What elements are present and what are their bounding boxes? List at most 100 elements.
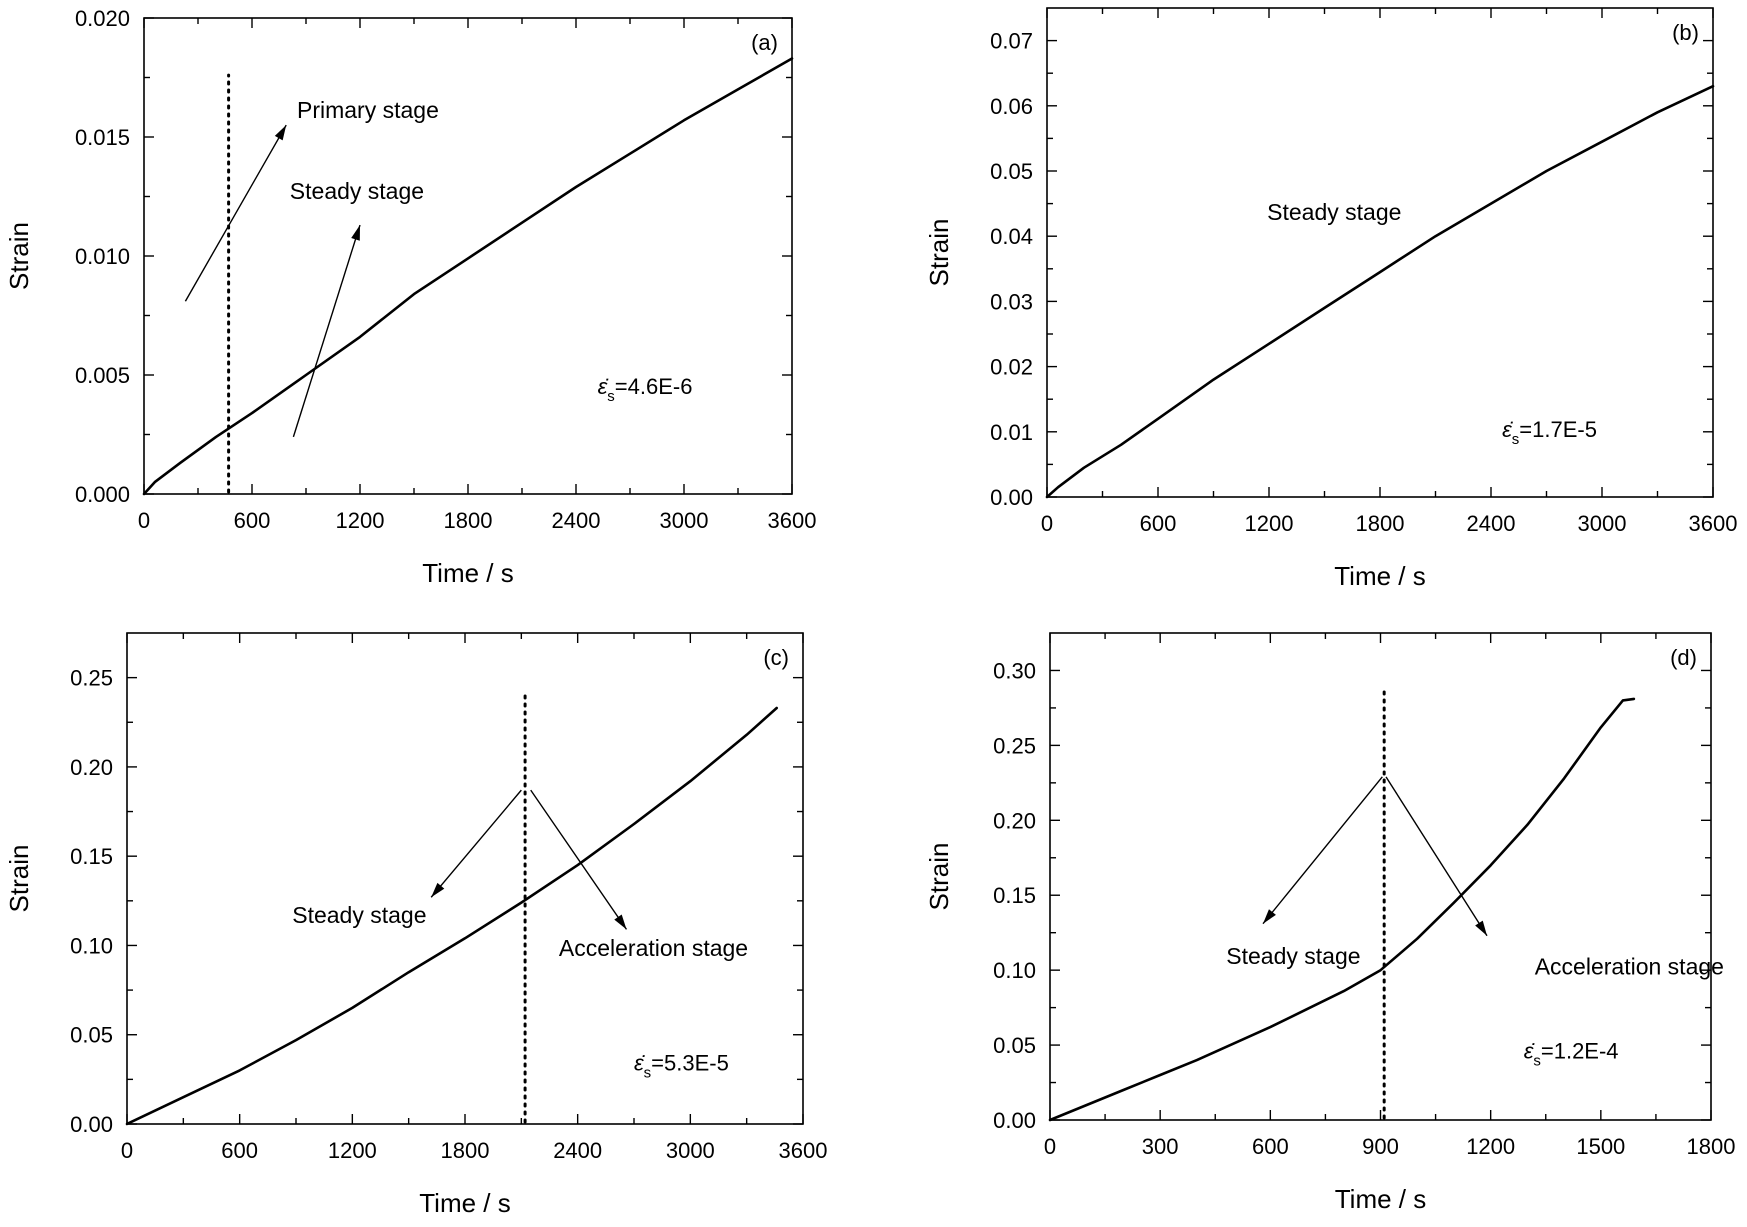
x-tick-label: 1200 <box>328 1138 377 1163</box>
y-tick-label: 0.015 <box>75 125 130 150</box>
strain-rate-value: =1.2E-4 <box>1541 1039 1619 1064</box>
panel-c: 0 600 1200 1800 2400 3000 3600 0.00 0.05 0.10 0.15… <box>4 632 828 1218</box>
strain-curve <box>1045 84 1715 499</box>
y-tick-label: 0.00 <box>993 1108 1036 1133</box>
x-tick-label: 1800 <box>1687 1134 1736 1159</box>
y-tick-label: 0.02 <box>990 355 1033 380</box>
y-tick-label: 0.06 <box>990 94 1033 119</box>
x-tick-label: 1200 <box>1466 1134 1515 1159</box>
y-tick-label: 0.020 <box>75 6 130 31</box>
strain-rate-subscript: s <box>644 1064 652 1081</box>
y-tick-label: 0.15 <box>993 883 1036 908</box>
x-tick-label: 0 <box>1041 511 1053 536</box>
arrow-head <box>614 914 627 930</box>
annotation-arrow <box>184 124 287 302</box>
strain-rate-symbol: ε̇ <box>598 374 610 399</box>
plot-frame <box>143 17 793 495</box>
panel-label: (a) <box>751 30 778 55</box>
x-tick-label: 0 <box>138 508 150 533</box>
y-axis-title: Strain <box>4 222 34 290</box>
annotation-arrow <box>530 789 628 930</box>
y-tick-label: 0.05 <box>990 159 1033 184</box>
x-tick-label: 1200 <box>1245 511 1294 536</box>
arrow-head <box>1475 920 1487 936</box>
strain-rate-label: ε̇s=1.7E-5 <box>1502 417 1597 448</box>
strain-rate-subscript: s <box>1533 1053 1541 1070</box>
strain-curve <box>125 706 779 1126</box>
arrow-head <box>431 882 445 898</box>
arrow-head <box>274 125 287 141</box>
stage-annotation: Steady stage <box>292 902 426 928</box>
x-tick-label: 3600 <box>1689 511 1738 536</box>
strain-rate-subscript: s <box>607 388 615 405</box>
arrow-head <box>1262 909 1276 924</box>
stage-annotation: Steady stage <box>1226 943 1360 969</box>
x-tick-label: 900 <box>1362 1134 1399 1159</box>
strain-rate-label: ε̇s=4.6E-6 <box>598 374 693 405</box>
y-tick-label: 0.20 <box>70 755 113 780</box>
x-tick-label: 600 <box>221 1138 258 1163</box>
x-tick-label: 1200 <box>336 508 385 533</box>
x-axis-title: Time / s <box>1335 1184 1426 1214</box>
y-tick-label: 0.10 <box>993 958 1036 983</box>
x-axis-title: Time / s <box>1334 561 1425 591</box>
y-tick-label: 0.010 <box>75 244 130 269</box>
y-tick-label: 0.00 <box>990 485 1033 510</box>
x-tick-label: 300 <box>1142 1134 1179 1159</box>
x-tick-label: 2400 <box>1467 511 1516 536</box>
y-tick-label: 0.05 <box>993 1033 1036 1058</box>
strain-rate-value: =4.6E-6 <box>615 374 693 399</box>
strain-rate-value: =1.7E-5 <box>1519 417 1597 442</box>
y-tick-label: 0.01 <box>990 420 1033 445</box>
y-tick-label: 0.03 <box>990 289 1033 314</box>
x-tick-label: 2400 <box>552 508 601 533</box>
stage-annotation: Steady stage <box>1267 199 1401 225</box>
strain-rate-label: ε̇s=5.3E-5 <box>634 1050 729 1081</box>
panel-label: (b) <box>1672 20 1699 45</box>
y-axis-title: Strain <box>924 843 954 911</box>
stage-annotation: Primary stage <box>297 97 439 123</box>
strain-rate-subscript: s <box>1512 431 1520 448</box>
strain-rate-value: =5.3E-5 <box>651 1050 729 1075</box>
x-tick-label: 2400 <box>553 1138 602 1163</box>
x-tick-label: 1800 <box>1356 511 1405 536</box>
annotation-arrow <box>1262 776 1383 925</box>
y-tick-label: 0.07 <box>990 29 1033 54</box>
x-axis-title: Time / s <box>422 558 513 588</box>
x-tick-label: 3000 <box>666 1138 715 1163</box>
strain-curve <box>142 57 794 496</box>
x-tick-label: 600 <box>234 508 271 533</box>
stage-annotation: Steady stage <box>290 178 424 204</box>
y-tick-label: 0.25 <box>993 733 1036 758</box>
plot-frame <box>1046 7 1714 498</box>
x-tick-label: 3000 <box>1578 511 1627 536</box>
y-tick-label: 0.30 <box>993 658 1036 683</box>
y-tick-label: 0.00 <box>70 1112 113 1137</box>
y-tick-label: 0.15 <box>70 844 113 869</box>
panel-a: 0 600 1200 1800 2400 3000 3600 0.000 0.005 0.010 0… <box>4 6 816 588</box>
panel-b: 0 600 1200 1800 2400 3000 3600 0.00 0.01 0.02 0.03… <box>924 7 1738 591</box>
y-tick-label: 0.005 <box>75 363 130 388</box>
stage-annotation: Acceleration stage <box>559 935 748 961</box>
panel-d: 0 300 600 900 1200 1500 1800 0.00 0.05 0.10 0.15 0.… <box>924 632 1736 1214</box>
y-tick-label: 0.04 <box>990 224 1033 249</box>
x-tick-label: 3600 <box>779 1138 828 1163</box>
x-tick-label: 3600 <box>768 508 817 533</box>
strain-rate-label: ε̇s=1.2E-4 <box>1524 1039 1619 1070</box>
x-tick-label: 1500 <box>1576 1134 1625 1159</box>
y-tick-label: 0.05 <box>70 1023 113 1048</box>
strain-rate-symbol: ε̇ <box>1502 417 1514 442</box>
y-axis-title: Strain <box>4 845 34 913</box>
arrow-head <box>351 225 360 241</box>
x-tick-label: 1800 <box>441 1138 490 1163</box>
y-tick-label: 0.25 <box>70 666 113 691</box>
annotation-arrow <box>430 789 522 898</box>
y-tick-label: 0.10 <box>70 933 113 958</box>
y-tick-label: 0.000 <box>75 482 130 507</box>
x-tick-label: 600 <box>1140 511 1177 536</box>
strain-curve <box>1048 697 1636 1122</box>
x-tick-label: 600 <box>1252 1134 1289 1159</box>
x-tick-label: 3000 <box>660 508 709 533</box>
strain-rate-symbol: ε̇ <box>634 1050 646 1075</box>
